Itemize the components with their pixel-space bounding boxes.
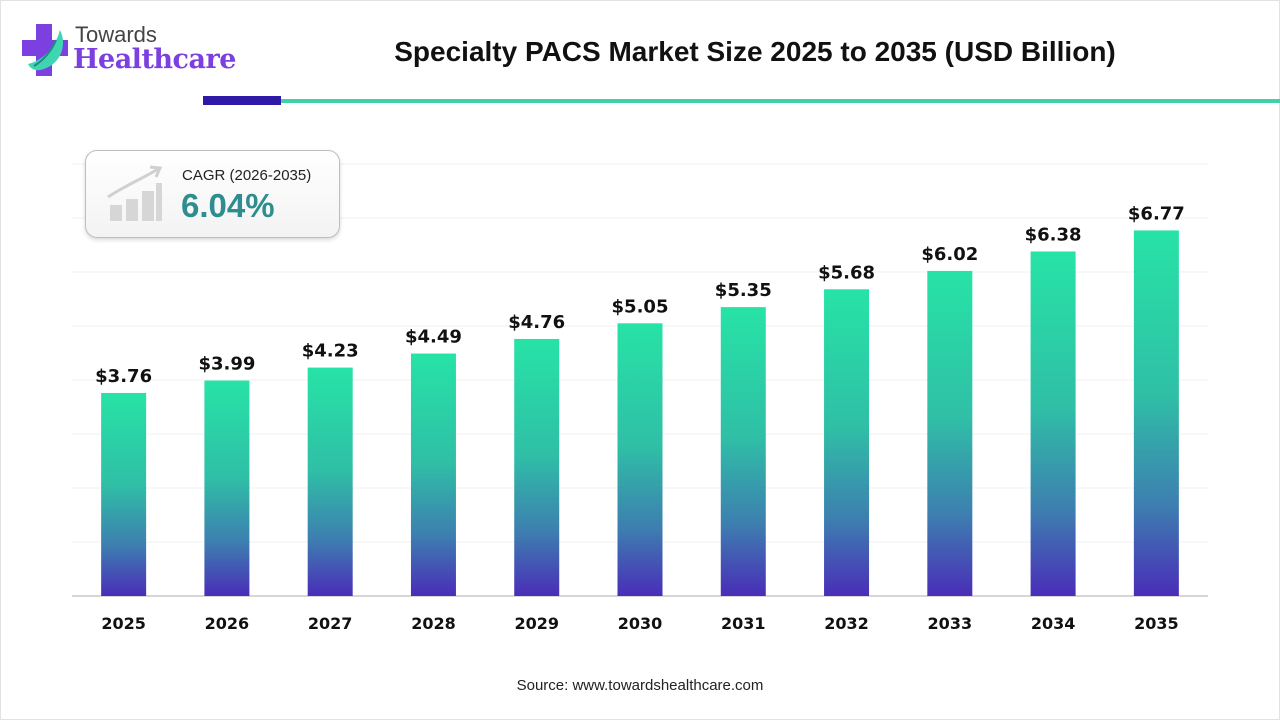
title-underline-light <box>281 99 1280 103</box>
x-tick-label: 2025 <box>101 614 146 633</box>
data-label: $6.77 <box>1128 203 1185 224</box>
x-tick-label: 2029 <box>514 614 559 633</box>
data-label: $4.23 <box>302 341 359 362</box>
bar-2028 <box>410 353 456 596</box>
data-label: $5.35 <box>715 280 772 301</box>
bar-2025 <box>101 392 147 596</box>
x-tick-label: 2027 <box>308 614 353 633</box>
title-underline-dark <box>203 96 281 105</box>
data-label: $6.38 <box>1025 224 1082 245</box>
bar-2029 <box>514 338 560 596</box>
data-label: $3.76 <box>95 366 152 387</box>
data-label: $4.76 <box>508 312 565 333</box>
x-tick-label: 2030 <box>618 614 663 633</box>
source-note: Source: www.towardshealthcare.com <box>516 677 764 694</box>
x-tick-label: 2028 <box>411 614 456 633</box>
brand-name-line2: Healthcare <box>73 44 236 75</box>
x-tick-label: 2035 <box>1134 614 1179 633</box>
data-label: $5.05 <box>612 296 669 317</box>
data-label: $4.49 <box>405 327 462 348</box>
x-tick-label: 2031 <box>721 614 766 633</box>
data-label: $5.68 <box>818 262 875 283</box>
x-tick-label: 2032 <box>824 614 869 633</box>
bar-2035 <box>1133 230 1179 597</box>
bar-2030 <box>617 323 663 596</box>
bar-2026 <box>204 380 250 596</box>
data-label: $3.99 <box>198 354 255 375</box>
bar-2033 <box>927 270 973 596</box>
x-tick-label: 2033 <box>928 614 973 633</box>
cagr-label: CAGR (2026-2035) <box>182 167 312 184</box>
chart-title: Specialty PACS Market Size 2025 to 2035 … <box>394 36 1116 67</box>
cagr-value: 6.04% <box>181 187 275 224</box>
medical-cross-leaf-icon <box>22 24 68 76</box>
bar-2032 <box>824 289 870 596</box>
bar-2031 <box>720 307 766 596</box>
bar-2027 <box>307 367 353 596</box>
x-tick-label: 2026 <box>205 614 250 633</box>
cagr-box: CAGR (2026-2035) 6.04% <box>85 150 340 238</box>
brand-name-line1: Towards <box>75 22 157 47</box>
x-tick-label: 2034 <box>1031 614 1076 633</box>
bar-2034 <box>1030 251 1076 597</box>
brand-logo: Towards Healthcare <box>20 22 236 83</box>
growth-chart-icon <box>107 165 163 221</box>
data-label: $6.02 <box>921 244 978 265</box>
